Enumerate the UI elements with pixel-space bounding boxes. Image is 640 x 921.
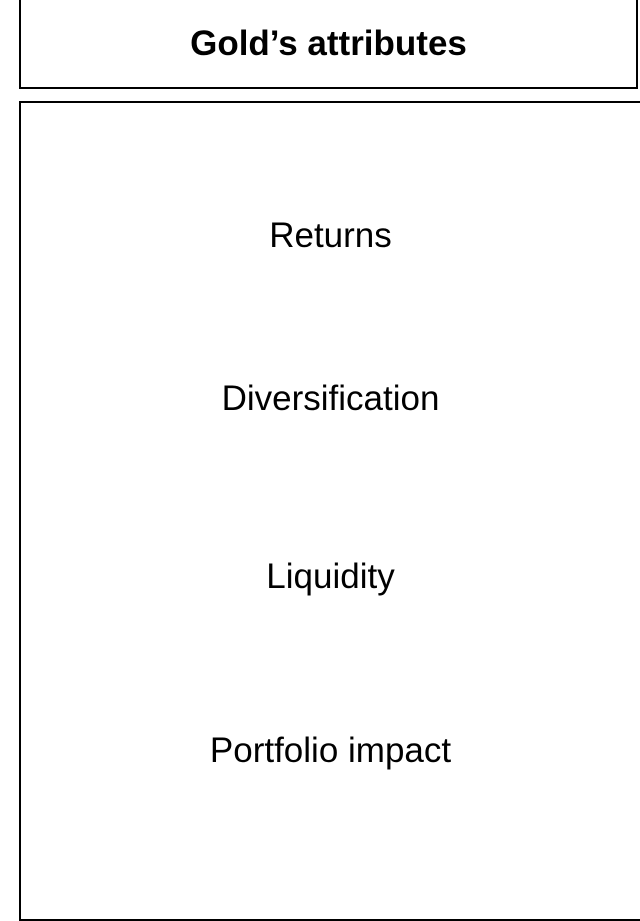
attribute: Returns	[269, 216, 392, 255]
attribute: Portfolio impact	[209, 731, 452, 770]
attribute: Diversification	[221, 379, 440, 418]
title: Gold’s attributes	[19, 0, 638, 89]
attribute: Liquidity	[266, 557, 395, 596]
attributes-box: Returns Diversification Liquidity Portfo…	[19, 101, 640, 921]
